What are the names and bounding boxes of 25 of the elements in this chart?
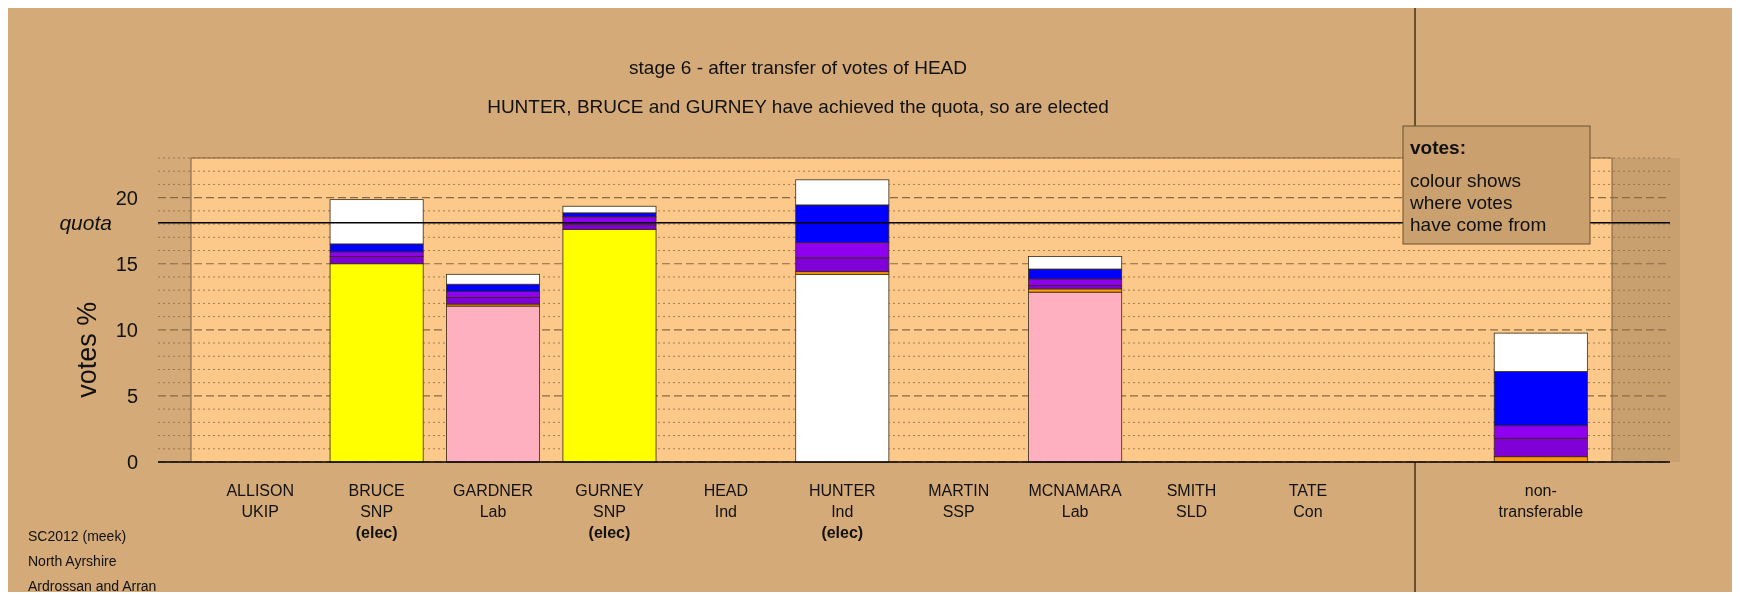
- y-tick-label: 20: [115, 186, 138, 209]
- y-tick-label: 15: [115, 252, 138, 275]
- chart-title: stage 6 - after transfer of votes of HEAD: [629, 57, 967, 78]
- x-tick-label: HEAD Ind: [703, 482, 749, 520]
- y-tick-label: 10: [115, 318, 138, 341]
- x-tick-label: TATE Con: [1288, 482, 1328, 520]
- x-tick-label: HUNTER Ind (elec): [808, 482, 876, 541]
- chart-subtitle: HUNTER, BRUCE and GURNEY have achieved the quota, so are elected: [487, 96, 1109, 117]
- x-tick-label: SMITH SLD: [1166, 482, 1217, 520]
- x-tick-label: GURNEY SNP (elec): [575, 482, 645, 541]
- y-tick-label: 0: [126, 451, 138, 473]
- text: SC2012 (meek): [28, 528, 127, 544]
- annotation: colour shows where votes have come from: [1409, 170, 1547, 235]
- y-tick-label: 5: [126, 384, 138, 407]
- text: North Ayrshire: [28, 553, 117, 569]
- text: Ardrossan and Arran: [28, 578, 157, 594]
- x-tick-label: BRUCE SNP (elec): [348, 482, 405, 541]
- x-tick-label: GARDNER Lab: [453, 482, 534, 520]
- x-tick-label: MCNAMARA Lab: [1028, 482, 1123, 520]
- annotation: votes:: [1410, 137, 1466, 158]
- x-tick-label: ALLISON UKIP: [226, 482, 295, 520]
- x-tick-label: non- transferable: [1498, 482, 1584, 520]
- x-tick-label: MARTIN SSP: [928, 482, 990, 520]
- ref-line-label: quota: [59, 211, 112, 235]
- y-axis-title: votes %: [72, 301, 102, 398]
